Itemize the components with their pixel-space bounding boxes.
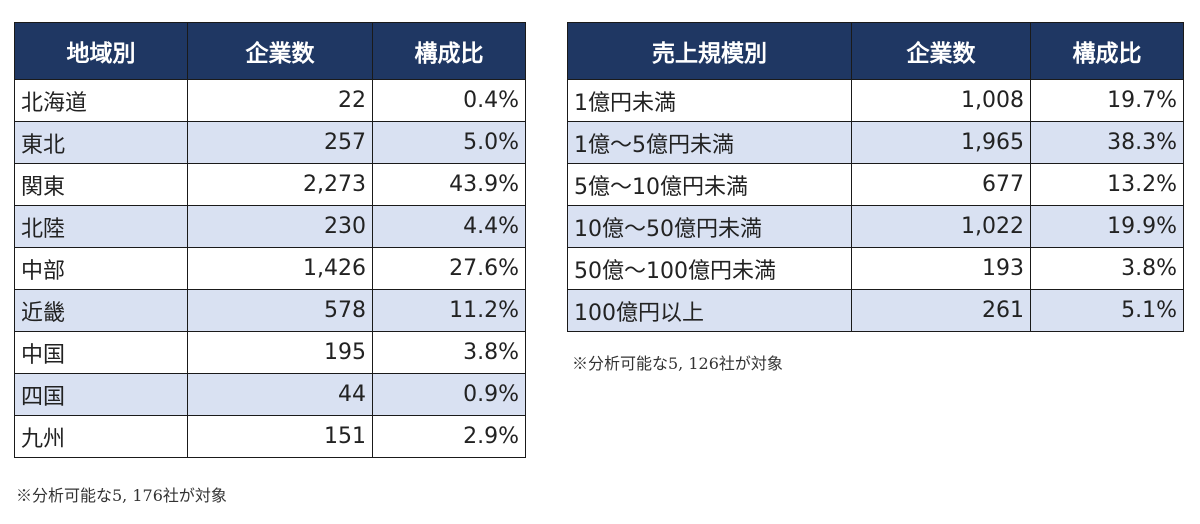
region-count: 1,426 bbox=[187, 247, 373, 290]
region-footnote: ※分析可能な5, 176社が対象 bbox=[16, 486, 227, 505]
table-row: 東北 257 5.0% bbox=[14, 121, 526, 164]
region-header-count: 企業数 bbox=[187, 22, 373, 80]
table-row: 関東 2,273 43.9% bbox=[14, 163, 526, 206]
table-row: 100億円以上 261 5.1% bbox=[567, 289, 1184, 332]
region-header-category: 地域別 bbox=[14, 22, 188, 80]
sales-ratio: 13.2% bbox=[1030, 163, 1184, 206]
table-row: 中国 195 3.8% bbox=[14, 331, 526, 374]
sales-header-category: 売上規模別 bbox=[567, 22, 852, 80]
table-row: 10億～50億円未満 1,022 19.9% bbox=[567, 205, 1184, 248]
sales-count: 677 bbox=[851, 163, 1031, 206]
region-name: 四国 bbox=[14, 373, 188, 416]
sales-count: 261 bbox=[851, 289, 1031, 332]
table-row: 5億～10億円未満 677 13.2% bbox=[567, 163, 1184, 206]
sales-ratio: 19.7% bbox=[1030, 79, 1184, 122]
sales-scale-label: 1億～5億円未満 bbox=[567, 121, 852, 164]
sales-ratio: 3.8% bbox=[1030, 247, 1184, 290]
region-table: 地域別 企業数 構成比 北海道 22 0.4% 東北 257 5.0% 関東 2… bbox=[14, 22, 526, 458]
table-row: 九州 151 2.9% bbox=[14, 415, 526, 458]
sales-header-count: 企業数 bbox=[851, 22, 1031, 80]
region-ratio: 0.4% bbox=[372, 79, 526, 122]
region-ratio: 0.9% bbox=[372, 373, 526, 416]
table-row: 50億～100億円未満 193 3.8% bbox=[567, 247, 1184, 290]
table-row: 1億～5億円未満 1,965 38.3% bbox=[567, 121, 1184, 164]
region-count: 22 bbox=[187, 79, 373, 122]
sales-count: 1,008 bbox=[851, 79, 1031, 122]
region-count: 578 bbox=[187, 289, 373, 332]
region-name: 九州 bbox=[14, 415, 188, 458]
table-row: 1億円未満 1,008 19.7% bbox=[567, 79, 1184, 122]
sales-count: 1,022 bbox=[851, 205, 1031, 248]
sales-ratio: 38.3% bbox=[1030, 121, 1184, 164]
sales-header-row: 売上規模別 企業数 構成比 bbox=[567, 22, 1184, 80]
region-name: 北海道 bbox=[14, 79, 188, 122]
sales-scale-label: 10億～50億円未満 bbox=[567, 205, 852, 248]
sales-header-ratio: 構成比 bbox=[1030, 22, 1184, 80]
region-ratio: 11.2% bbox=[372, 289, 526, 332]
region-count: 230 bbox=[187, 205, 373, 248]
table-row: 中部 1,426 27.6% bbox=[14, 247, 526, 290]
region-count: 257 bbox=[187, 121, 373, 164]
table-row: 四国 44 0.9% bbox=[14, 373, 526, 416]
sales-scale-label: 50億～100億円未満 bbox=[567, 247, 852, 290]
region-count: 2,273 bbox=[187, 163, 373, 206]
region-count: 151 bbox=[187, 415, 373, 458]
table-row: 北陸 230 4.4% bbox=[14, 205, 526, 248]
table-row: 近畿 578 11.2% bbox=[14, 289, 526, 332]
sales-ratio: 19.9% bbox=[1030, 205, 1184, 248]
sales-scale-label: 5億～10億円未満 bbox=[567, 163, 852, 206]
region-count: 44 bbox=[187, 373, 373, 416]
region-ratio: 27.6% bbox=[372, 247, 526, 290]
sales-count: 193 bbox=[851, 247, 1031, 290]
region-ratio: 43.9% bbox=[372, 163, 526, 206]
region-header-row: 地域別 企業数 構成比 bbox=[14, 22, 526, 80]
sales-scale-label: 1億円未満 bbox=[567, 79, 852, 122]
region-ratio: 4.4% bbox=[372, 205, 526, 248]
sales-scale-table: 売上規模別 企業数 構成比 1億円未満 1,008 19.7% 1億～5億円未満… bbox=[567, 22, 1184, 332]
region-name: 北陸 bbox=[14, 205, 188, 248]
region-name: 東北 bbox=[14, 121, 188, 164]
region-ratio: 3.8% bbox=[372, 331, 526, 374]
region-name: 中国 bbox=[14, 331, 188, 374]
region-header-ratio: 構成比 bbox=[372, 22, 526, 80]
region-name: 中部 bbox=[14, 247, 188, 290]
region-name: 近畿 bbox=[14, 289, 188, 332]
sales-scale-label: 100億円以上 bbox=[567, 289, 852, 332]
region-ratio: 2.9% bbox=[372, 415, 526, 458]
sales-count: 1,965 bbox=[851, 121, 1031, 164]
region-ratio: 5.0% bbox=[372, 121, 526, 164]
region-count: 195 bbox=[187, 331, 373, 374]
sales-footnote: ※分析可能な5, 126社が対象 bbox=[572, 354, 783, 373]
table-row: 北海道 22 0.4% bbox=[14, 79, 526, 122]
region-name: 関東 bbox=[14, 163, 188, 206]
sales-ratio: 5.1% bbox=[1030, 289, 1184, 332]
